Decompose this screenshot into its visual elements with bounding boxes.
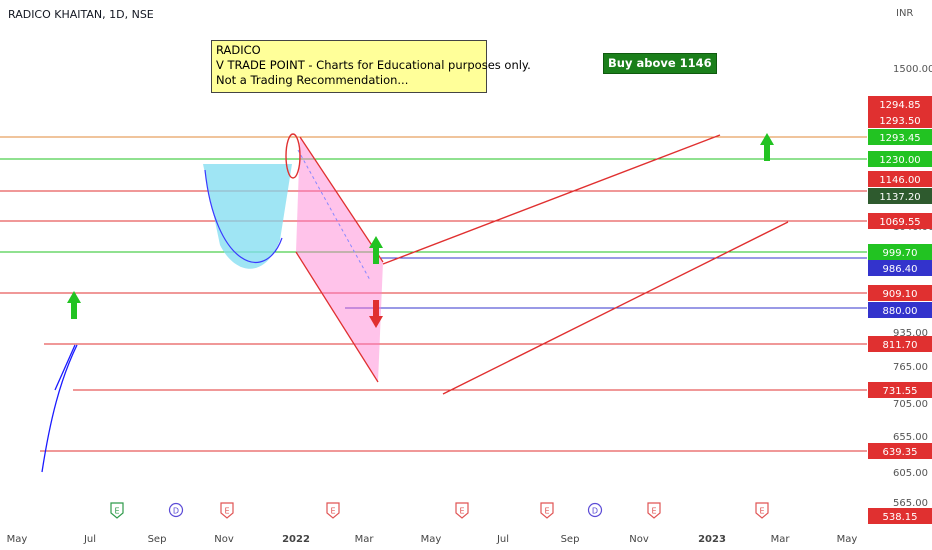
buy-signal-label: Buy above 1146 <box>603 53 717 74</box>
event-marker-icon <box>110 502 124 519</box>
price-tag-1069.55: 1069.55 <box>879 217 920 228</box>
event-marker-E: E <box>544 507 549 516</box>
symbol-title: RADICO KHAITAN, 1D, NSE <box>8 8 154 21</box>
note-line-2: V TRADE POINT - Charts for Educational p… <box>216 58 531 72</box>
price-tag-box <box>868 508 932 524</box>
x-tick-label: May <box>421 534 442 545</box>
price-tag-box <box>868 443 932 459</box>
up-arrow-2 <box>369 236 383 264</box>
rally-line-2 <box>54 344 76 391</box>
price-tag-811.70: 811.70 <box>883 340 918 351</box>
event-marker-icon <box>755 502 769 519</box>
price-tag-639.35: 639.35 <box>883 447 918 458</box>
price-tag-box <box>868 382 932 398</box>
y-tick-label: 1500.00 <box>893 64 932 75</box>
price-tag-box <box>868 244 932 260</box>
price-tag-731.55: 731.55 <box>883 386 918 397</box>
wedge-bottom <box>442 221 789 395</box>
cup-fill <box>203 164 292 269</box>
event-marker-icon <box>220 502 234 519</box>
price-tag-box <box>868 188 932 204</box>
y-tick-label: 655.00 <box>893 432 928 443</box>
price-tag-box <box>868 285 932 301</box>
y-tick-label: 605.00 <box>893 468 928 479</box>
event-marker-E: E <box>114 507 119 516</box>
currency-label: INR <box>896 8 914 19</box>
disclaimer-note: RADICO V TRADE POINT - Charts for Educat… <box>211 40 531 93</box>
price-tag-538.15: 538.15 <box>883 512 918 523</box>
event-marker-E: E <box>459 507 464 516</box>
x-tick-label: Sep <box>148 534 167 545</box>
price-tag-box <box>868 213 932 229</box>
y-tick-label: 705.00 <box>893 399 928 410</box>
note-line-3: Not a Trading Recommendation... <box>216 73 409 87</box>
x-tick-label: Mar <box>355 534 375 545</box>
event-marker-D: D <box>173 507 179 516</box>
x-tick-label: May <box>837 534 858 545</box>
event-marker-icon <box>455 502 469 519</box>
price-tag-1293.45: 1293.45 <box>879 133 920 144</box>
price-tag-box <box>868 151 932 167</box>
price-tag-box <box>868 112 932 128</box>
x-tick-label: Jul <box>496 534 509 545</box>
x-tick-label: 2022 <box>282 534 310 545</box>
price-tag-1137.20: 1137.20 <box>879 192 920 203</box>
event-marker-E: E <box>651 507 656 516</box>
wedge-top <box>382 134 721 265</box>
y-tick-label: 765.00 <box>893 362 928 373</box>
channel-bottom <box>295 251 379 383</box>
event-marker-D: D <box>592 507 598 516</box>
event-marker-icon <box>326 502 340 519</box>
channel-mid <box>297 149 371 281</box>
price-tag-box <box>868 96 932 112</box>
channel-fill <box>296 137 383 382</box>
price-tag-1146.00: 1146.00 <box>879 175 920 186</box>
event-marker-E: E <box>759 507 764 516</box>
price-tag-999.70: 999.70 <box>883 248 918 259</box>
x-tick-label: Sep <box>561 534 580 545</box>
x-tick-label: May <box>7 534 28 545</box>
event-marker-E: E <box>224 507 229 516</box>
event-marker-icon <box>647 502 661 519</box>
event-marker-E: E <box>330 507 335 516</box>
x-tick-label: Nov <box>629 534 649 545</box>
x-tick-label: Mar <box>771 534 791 545</box>
y-tick-label: 935.00 <box>893 328 928 339</box>
top-circle <box>285 133 301 179</box>
note-line-1: RADICO <box>216 43 261 57</box>
x-tick-label: 2023 <box>698 534 726 545</box>
x-tick-label: Nov <box>214 534 234 545</box>
price-tag-box <box>868 129 932 145</box>
rally-line-1 <box>41 344 78 473</box>
event-marker-icon <box>168 502 184 518</box>
price-tag-1230.00: 1230.00 <box>879 155 920 166</box>
up-arrow-3 <box>760 133 774 161</box>
cup-curve <box>204 169 283 263</box>
price-tag-box <box>868 302 932 318</box>
event-marker-icon <box>540 502 554 519</box>
price-tag-986.40: 986.40 <box>883 264 918 275</box>
price-tag-1293.50: 1293.50 <box>879 116 920 127</box>
price-tag-box <box>868 336 932 352</box>
price-tag-box <box>868 171 932 187</box>
price-tag-909.10: 909.10 <box>883 289 918 300</box>
y-tick-label: 565.00 <box>893 498 928 509</box>
channel-top <box>299 136 384 263</box>
price-tag-box <box>868 260 932 276</box>
x-tick-label: Jul <box>83 534 96 545</box>
event-marker-icon <box>587 502 603 518</box>
price-tag-1294.85: 1294.85 <box>879 100 920 111</box>
up-arrow-1 <box>67 291 81 319</box>
down-arrow <box>369 300 383 328</box>
price-tag-880.00: 880.00 <box>883 306 918 317</box>
